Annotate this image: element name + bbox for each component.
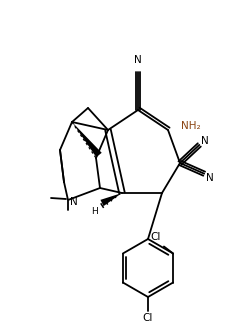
Polygon shape [100,193,122,206]
Polygon shape [72,122,102,157]
Text: Cl: Cl [151,232,161,243]
Text: NH₂: NH₂ [181,121,201,131]
Text: Cl: Cl [143,313,153,323]
Text: N: N [70,197,78,207]
Text: N: N [134,55,142,65]
Text: H: H [91,206,97,215]
Text: N: N [206,173,214,183]
Text: N: N [201,136,209,146]
